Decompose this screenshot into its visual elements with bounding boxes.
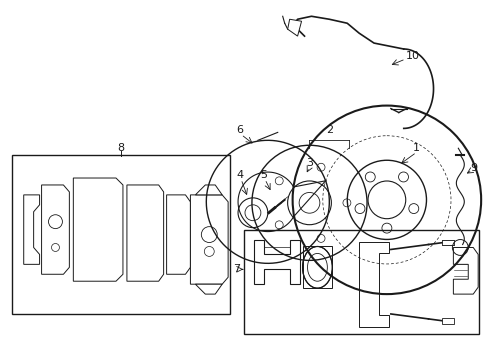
Polygon shape <box>190 195 228 284</box>
Text: 5: 5 <box>260 170 267 180</box>
Bar <box>302 247 332 288</box>
Polygon shape <box>24 195 40 264</box>
Polygon shape <box>287 19 301 36</box>
Bar <box>442 239 453 246</box>
Text: 2: 2 <box>325 125 332 135</box>
Polygon shape <box>452 247 477 294</box>
Text: 1: 1 <box>412 143 419 153</box>
Polygon shape <box>166 195 190 274</box>
Text: 10: 10 <box>405 51 419 61</box>
Text: 4: 4 <box>236 170 243 180</box>
Polygon shape <box>253 239 299 284</box>
Bar <box>12 155 230 314</box>
Text: 7: 7 <box>232 264 240 274</box>
Polygon shape <box>127 185 163 281</box>
Bar <box>442 318 453 324</box>
Polygon shape <box>195 284 222 294</box>
Text: 9: 9 <box>469 163 477 173</box>
Polygon shape <box>41 185 69 274</box>
Polygon shape <box>195 185 222 195</box>
Bar <box>244 230 478 334</box>
Polygon shape <box>73 178 122 281</box>
Text: 3: 3 <box>305 158 312 168</box>
Text: 8: 8 <box>117 143 124 153</box>
Polygon shape <box>358 242 388 327</box>
Text: 6: 6 <box>236 125 243 135</box>
